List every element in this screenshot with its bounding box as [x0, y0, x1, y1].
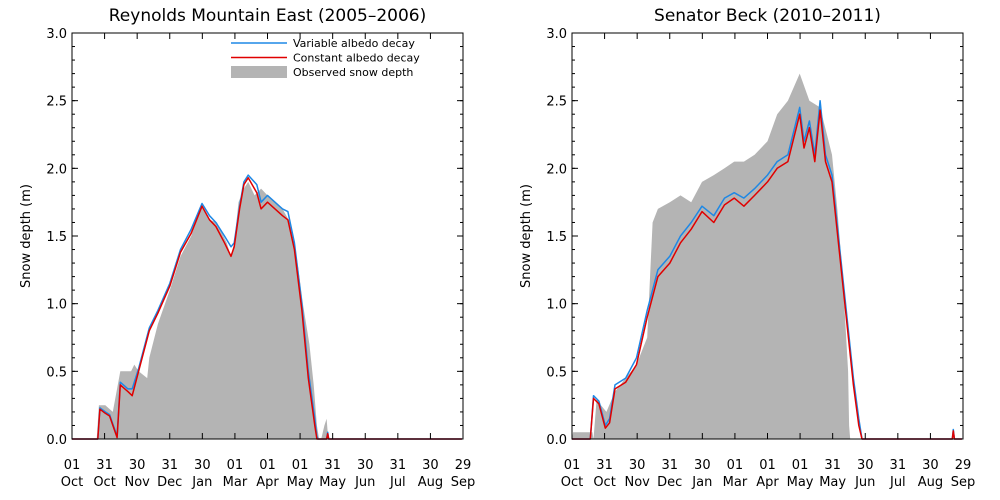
- x-tick-day: 29: [955, 458, 972, 473]
- x-tick-month: Mar: [223, 475, 248, 490]
- x-tick-day: 01: [759, 458, 776, 473]
- panel-reynolds-mountain-east: Reynolds Mountain East (2005–2006) Snow d…: [19, 6, 475, 490]
- x-tick-day: 31: [96, 458, 113, 473]
- x-tick-month: Aug: [418, 475, 443, 490]
- x-tick-day: 30: [629, 458, 646, 473]
- x-tick-month: Oct: [93, 475, 115, 490]
- y-tick-label: 1.5: [46, 230, 67, 245]
- y-tick-label: 0.0: [46, 433, 67, 448]
- x-tick-month: Jun: [854, 475, 875, 490]
- x-tick-month: Aug: [918, 475, 943, 490]
- y-tick-label: 1.0: [46, 298, 67, 313]
- x-tick-month: Jul: [889, 475, 906, 490]
- y-tick-label: 2.5: [46, 95, 67, 110]
- x-tick-month: Dec: [157, 475, 182, 490]
- x-tick-day: 01: [727, 458, 744, 473]
- series-observed-snow-depth: [72, 181, 462, 439]
- x-tick-month: Sep: [451, 475, 476, 490]
- series-constant-albedo-decay: [72, 177, 462, 440]
- legend-label: Observed snow depth: [293, 66, 413, 79]
- x-tick-day: 30: [422, 458, 439, 473]
- x-tick-day: 30: [922, 458, 939, 473]
- x-tick-month: Apr: [256, 475, 279, 490]
- x-tick-month: Apr: [756, 475, 779, 490]
- y-tick-label: 3.0: [46, 27, 67, 42]
- series-variable-albedo-decay: [572, 99, 962, 440]
- y-axis-label: Snow depth (m): [19, 184, 34, 288]
- x-tick-day: 01: [564, 458, 581, 473]
- x-tick-month: May: [319, 475, 346, 490]
- legend-label: Constant albedo decay: [293, 52, 420, 65]
- y-tick-label: 1.0: [546, 298, 567, 313]
- y-tick-label: 2.0: [546, 162, 567, 177]
- x-tick-day: 31: [824, 458, 841, 473]
- x-tick-month: Oct: [561, 475, 583, 490]
- y-tick-label: 0.5: [46, 365, 67, 380]
- x-tick-month: Sep: [951, 475, 976, 490]
- x-tick-day: 30: [194, 458, 211, 473]
- y-tick-label: 2.0: [46, 162, 67, 177]
- x-tick-month: Jun: [354, 475, 375, 490]
- y-tick-label: 0.5: [546, 365, 567, 380]
- x-tick-day: 01: [64, 458, 81, 473]
- x-tick-month: May: [787, 475, 814, 490]
- chart-title: Reynolds Mountain East (2005–2006): [109, 6, 427, 26]
- x-tick-month: Jul: [389, 475, 406, 490]
- x-tick-month: Oct: [61, 475, 83, 490]
- y-tick-label: 2.5: [546, 95, 567, 110]
- x-tick-month: Jan: [191, 475, 212, 490]
- x-tick-day: 01: [292, 458, 309, 473]
- x-tick-day: 31: [890, 458, 907, 473]
- y-tick-label: 1.5: [546, 230, 567, 245]
- y-tick-label: 3.0: [546, 27, 567, 42]
- panel-senator-beck: Senator Beck (2010–2011) Snow depth (m) 0.…: [519, 6, 975, 490]
- x-tick-day: 31: [661, 458, 678, 473]
- x-tick-day: 30: [129, 458, 146, 473]
- x-tick-day: 01: [259, 458, 276, 473]
- x-tick-day: 31: [324, 458, 341, 473]
- x-tick-day: 30: [857, 458, 874, 473]
- x-tick-day: 01: [792, 458, 809, 473]
- series-observed-snow-depth: [572, 73, 962, 439]
- x-tick-month: Nov: [624, 475, 650, 490]
- x-tick-month: Dec: [657, 475, 682, 490]
- x-tick-day: 01: [227, 458, 244, 473]
- x-tick-month: May: [819, 475, 846, 490]
- x-tick-month: May: [287, 475, 314, 490]
- x-tick-month: Nov: [124, 475, 150, 490]
- y-tick-label: 0.0: [546, 433, 567, 448]
- x-tick-day: 30: [357, 458, 374, 473]
- y-axis-label: Snow depth (m): [519, 184, 534, 288]
- x-tick-day: 31: [596, 458, 613, 473]
- x-tick-month: Jan: [691, 475, 712, 490]
- x-tick-day: 30: [694, 458, 711, 473]
- legend-swatch-observed: [231, 66, 287, 78]
- x-tick-day: 31: [390, 458, 407, 473]
- legend-label: Variable albedo decay: [293, 37, 415, 50]
- series-constant-albedo-decay: [572, 109, 962, 440]
- x-tick-day: 31: [161, 458, 178, 473]
- x-tick-month: Oct: [593, 475, 615, 490]
- x-tick-month: Mar: [723, 475, 748, 490]
- chart-title: Senator Beck (2010–2011): [654, 6, 881, 26]
- x-tick-day: 29: [455, 458, 472, 473]
